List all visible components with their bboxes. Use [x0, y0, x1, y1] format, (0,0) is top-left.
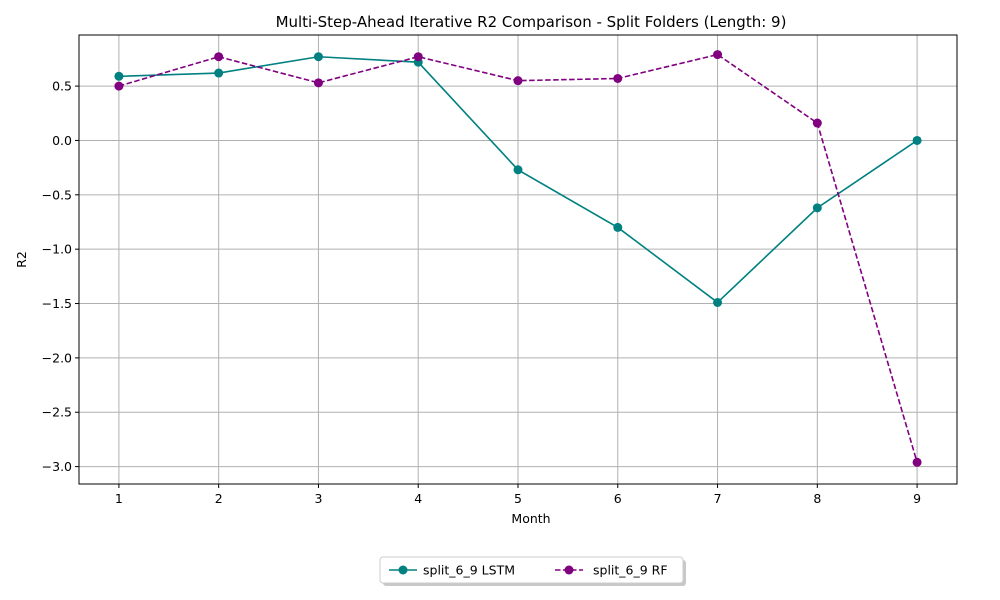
data-point — [114, 81, 124, 91]
data-point — [812, 203, 822, 213]
data-point — [713, 297, 723, 307]
x-tick-label: 4 — [414, 491, 422, 506]
x-tick-label: 8 — [813, 491, 821, 506]
data-point — [513, 76, 523, 86]
x-tick-label: 7 — [714, 491, 722, 506]
data-point — [912, 457, 922, 467]
legend-box — [379, 556, 684, 584]
series-lstm — [114, 52, 922, 307]
legend: split_6_9 LSTM split_6_9 RF — [379, 556, 686, 586]
data-point — [713, 50, 723, 60]
x-tick-label: 1 — [115, 491, 123, 506]
x-axis-label: Month — [511, 511, 550, 526]
legend-label-rf: split_6_9 RF — [593, 563, 668, 578]
x-tick-label: 3 — [314, 491, 322, 506]
x-tick-label: 9 — [913, 491, 921, 506]
x-tick-label: 2 — [215, 491, 223, 506]
legend-marker-rf — [564, 565, 574, 575]
y-tick-label: 0.5 — [52, 79, 72, 94]
y-axis-label: R2 — [14, 251, 29, 268]
y-tick-label: −2.5 — [42, 405, 72, 420]
data-point — [114, 71, 124, 81]
y-tick-label: −2.0 — [42, 350, 72, 365]
y-tick-label: 0.0 — [52, 133, 72, 148]
series-layer — [114, 50, 922, 467]
x-axis: 1 2 3 4 5 6 7 8 9 — [115, 484, 921, 506]
y-tick-label: −3.0 — [42, 459, 72, 474]
data-point — [413, 52, 423, 62]
y-tick-label: −1.5 — [42, 296, 72, 311]
data-point — [214, 52, 224, 62]
data-point — [613, 222, 623, 232]
data-point — [912, 135, 922, 145]
data-point — [613, 73, 623, 83]
x-tick-label: 5 — [514, 491, 522, 506]
grid-lines — [79, 35, 957, 484]
y-tick-label: −0.5 — [42, 187, 72, 202]
legend-marker-lstm — [398, 565, 408, 575]
y-tick-label: −1.0 — [42, 242, 72, 257]
data-point — [313, 78, 323, 88]
series-rf — [114, 50, 922, 467]
legend-label-lstm: split_6_9 LSTM — [423, 563, 515, 578]
data-point — [513, 165, 523, 175]
data-point — [214, 68, 224, 78]
data-point — [812, 118, 822, 128]
data-point — [313, 52, 323, 62]
chart-title: Multi-Step-Ahead Iterative R2 Comparison… — [276, 13, 787, 31]
y-axis: 0.5 0.0 −0.5 −1.0 −1.5 −2.0 −2.5 −3.0 — [42, 79, 79, 474]
x-tick-label: 6 — [614, 491, 622, 506]
